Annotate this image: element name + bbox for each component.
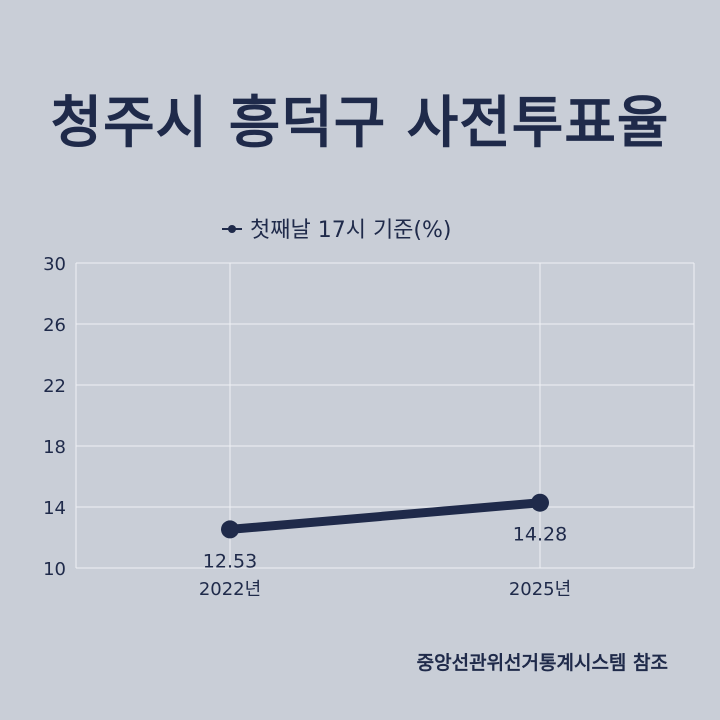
x-tick-label: 2025년 [509,579,571,600]
y-tick-label: 10 [43,559,66,580]
series-line [225,498,545,534]
data-point [531,493,549,512]
legend-marker [228,225,236,233]
data-label: 12.53 [203,550,257,572]
y-tick-label: 22 [43,376,66,397]
y-tick-label: 26 [43,315,66,336]
legend-label: 첫째날 17시 기준(%) [250,218,452,243]
data-point [221,520,239,539]
data-label: 14.28 [513,524,567,546]
y-tick-label: 30 [43,254,66,275]
y-tick-label: 14 [43,498,66,519]
source-note: 중앙선관위선거통계시스템 참조 [416,652,668,674]
chart-title: 청주시 흥덕구 사전투표율 [50,91,670,156]
y-tick-label: 18 [43,437,66,458]
x-tick-label: 2022년 [199,579,261,600]
